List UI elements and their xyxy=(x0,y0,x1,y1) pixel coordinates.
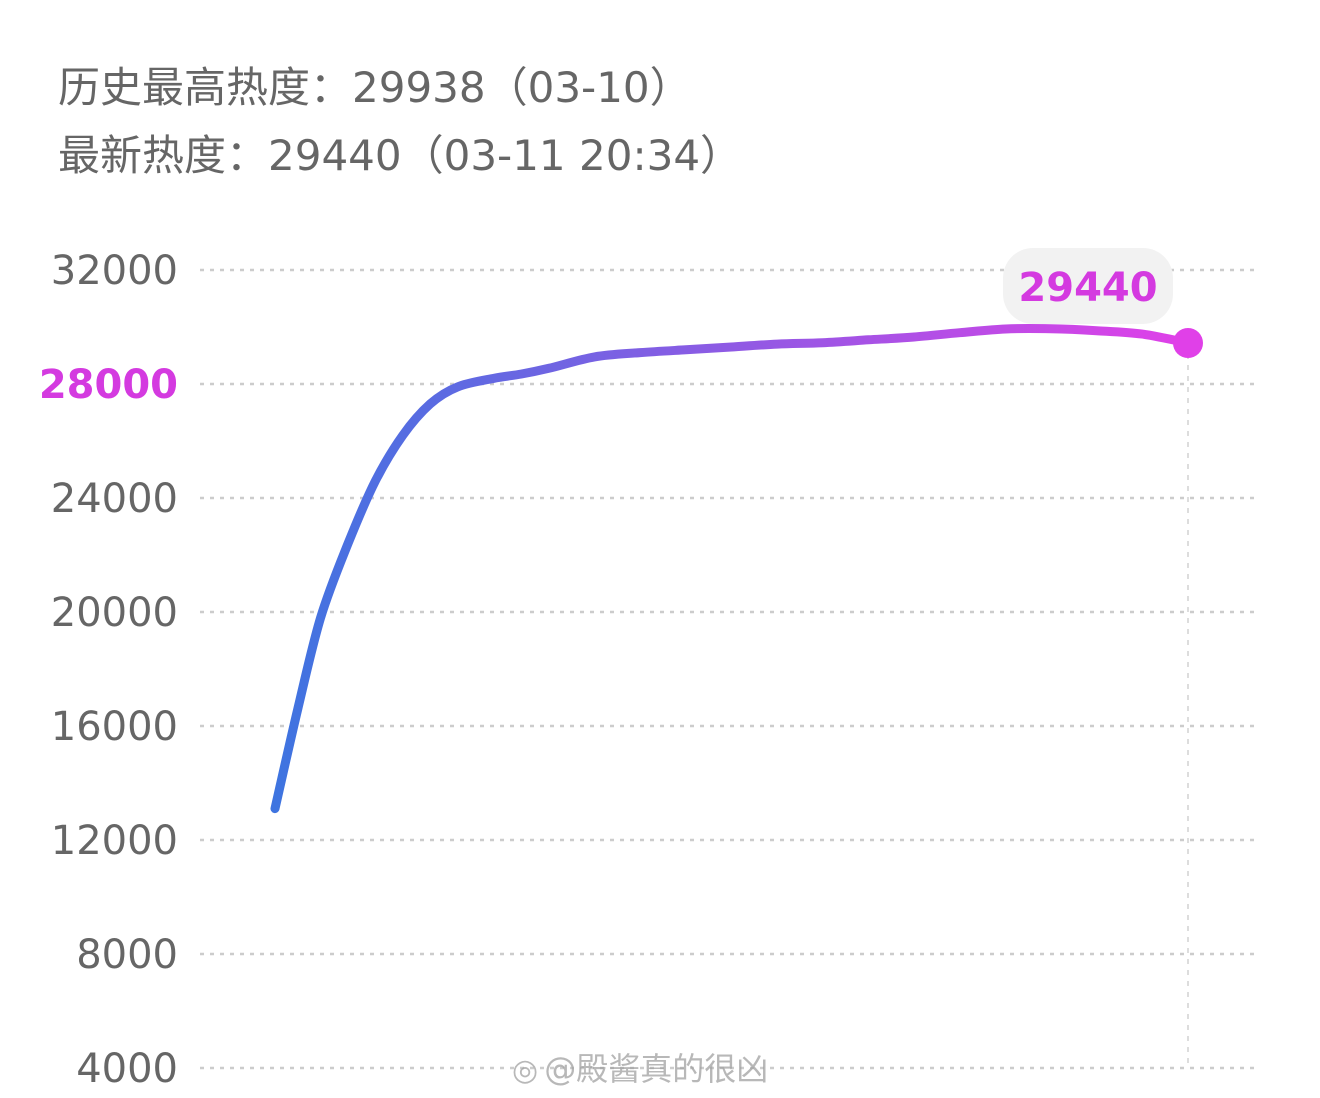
y-tick-label: 28000 xyxy=(39,362,178,408)
y-tick-label: 8000 xyxy=(76,932,178,978)
weibo-icon: ◎ xyxy=(512,1053,539,1088)
value-tooltip: 29440 xyxy=(1003,247,1173,324)
latest-heat-text: 最新热度：29440（03-11 20:34） xyxy=(58,131,743,180)
y-axis-ticks: 4000 8000 12000 16000 20000 24000 28000 32000 xyxy=(39,248,178,1092)
watermark-text: @殿酱真的很凶 xyxy=(544,1050,769,1088)
chart-header: 历史最高热度：29938（03-10） 最新热度：29440（03-11 20:… xyxy=(58,54,742,190)
latest-point-marker xyxy=(1173,327,1203,358)
watermark: ◎ @殿酱真的很凶 xyxy=(512,1044,768,1090)
y-tick-label: 24000 xyxy=(51,476,178,522)
series-line xyxy=(270,324,1193,814)
grid-lines xyxy=(200,268,1258,1070)
tooltip-background xyxy=(1003,247,1173,324)
y-tick-label: 16000 xyxy=(51,704,178,750)
y-tick-label: 20000 xyxy=(51,590,178,636)
tooltip-value: 29440 xyxy=(1018,265,1157,311)
peak-heat-text: 历史最高热度：29938（03-10） xyxy=(58,63,692,112)
y-tick-label: 32000 xyxy=(51,248,178,294)
y-tick-label: 4000 xyxy=(76,1046,178,1092)
y-tick-label: 12000 xyxy=(51,818,178,864)
